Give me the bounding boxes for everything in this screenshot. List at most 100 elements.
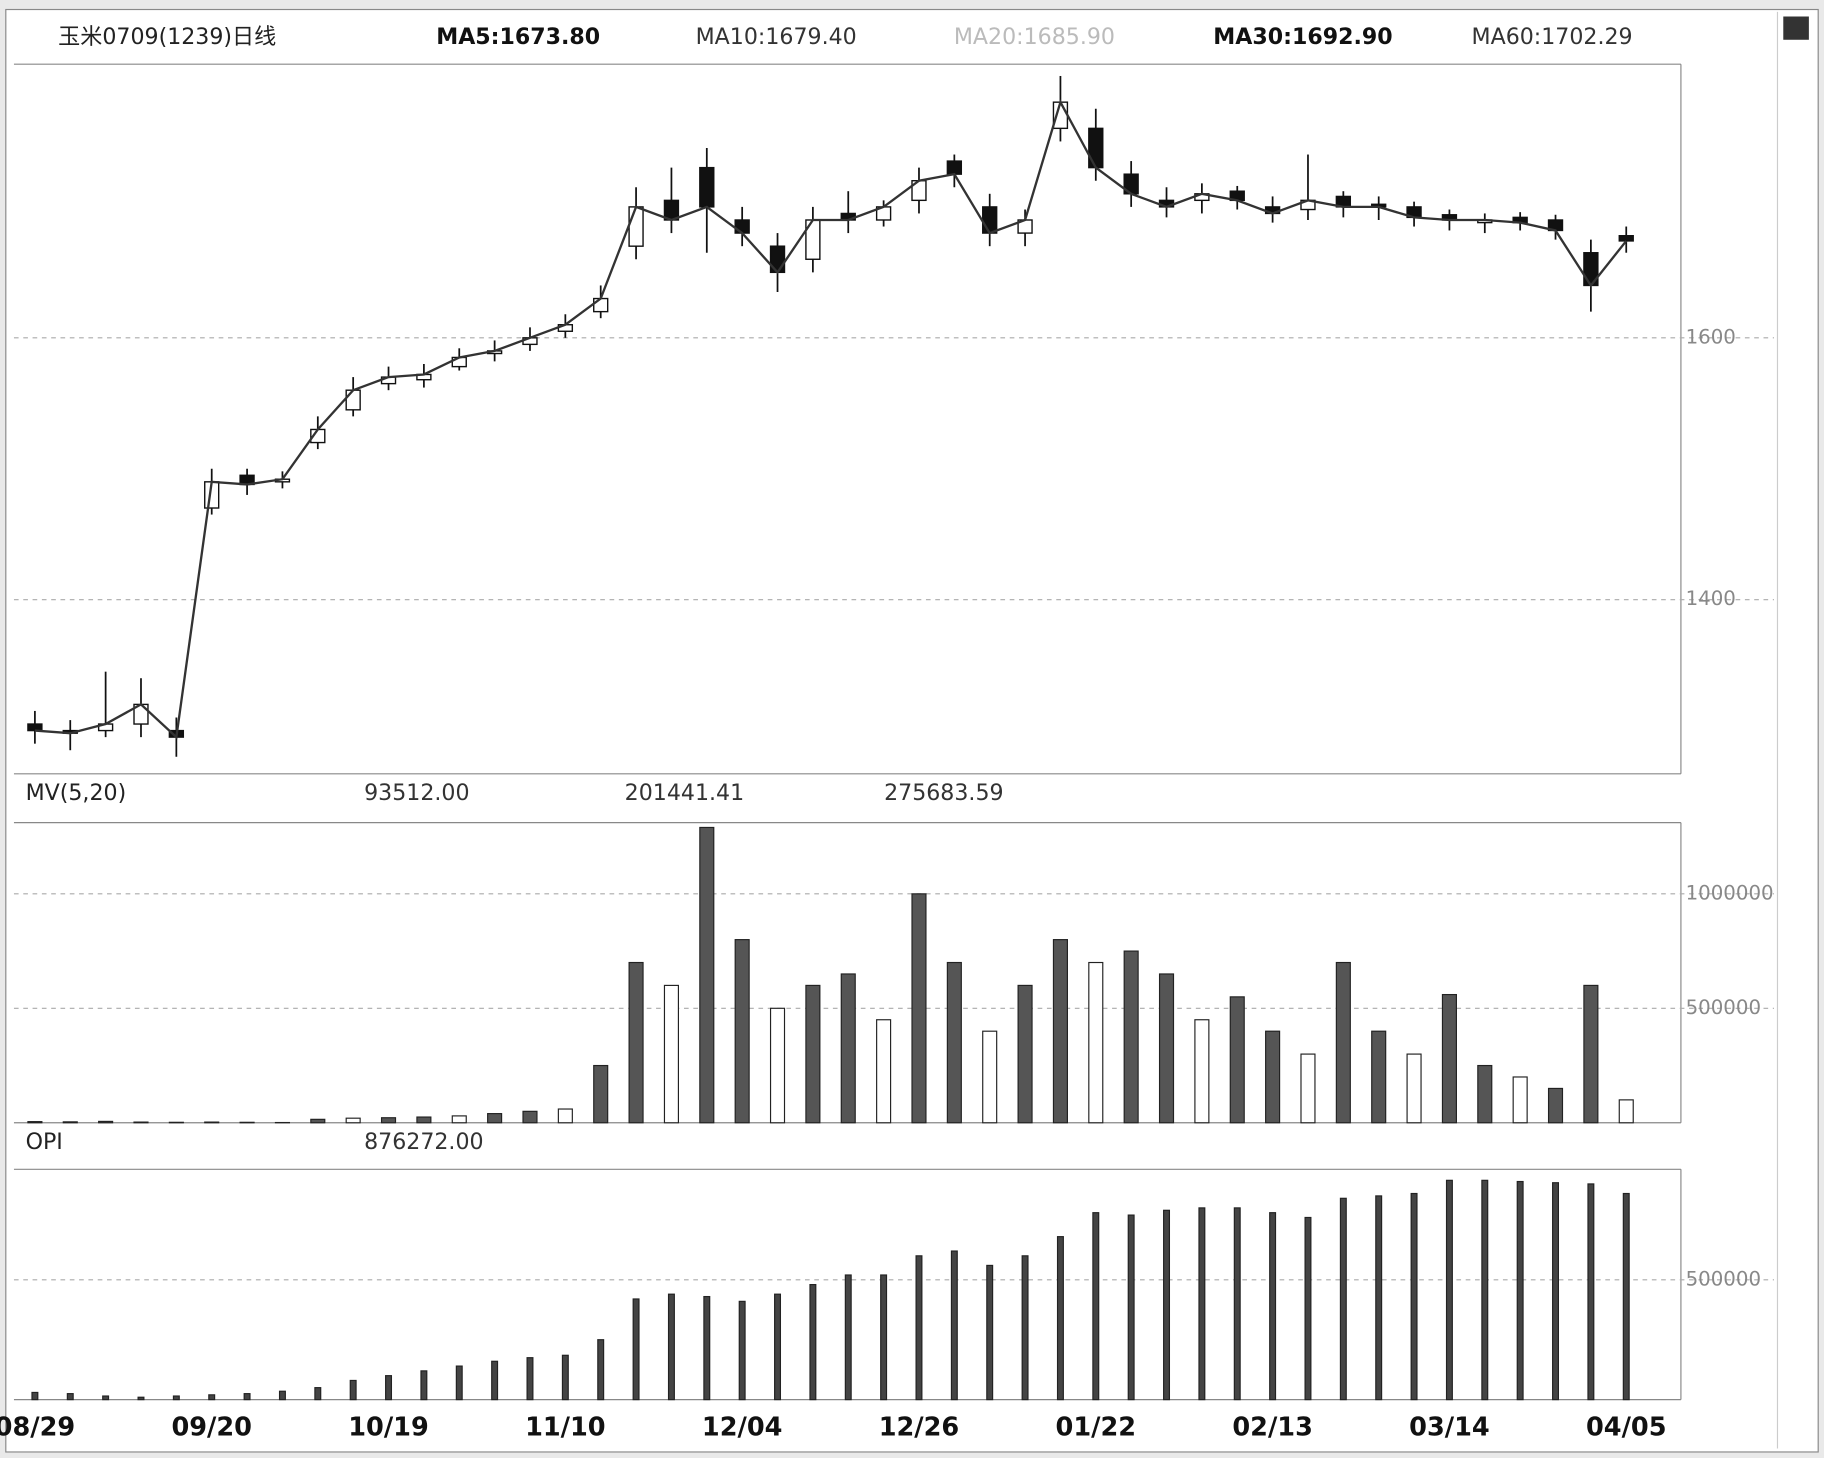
bar [98,1120,114,1124]
bar [172,1395,180,1401]
corner-box[interactable] [1783,16,1809,40]
bar [667,1293,675,1401]
x-tick-label: 12/04 [702,1413,783,1443]
bar [703,1295,711,1401]
window-frame [5,8,1819,1453]
bar [314,1387,322,1401]
panel-title: OPI [26,1129,63,1155]
bar [1123,950,1139,1124]
bar [416,1116,432,1124]
bar [1516,1180,1524,1401]
bar [1198,1207,1206,1401]
header-value: 876272.00 [364,1129,483,1155]
bar [420,1370,428,1401]
bar [1547,1087,1564,1124]
bar [204,1121,220,1124]
bar [561,1354,569,1401]
candle-body [593,297,609,313]
bar [1410,1192,1418,1401]
bar [1056,1236,1064,1401]
x-tick-label: 04/05 [1586,1413,1667,1443]
bar [876,1019,892,1124]
header-value: MA60:1702.29 [1472,24,1633,50]
candle-body [345,389,361,411]
bar [946,961,962,1124]
bar [880,1274,888,1401]
bar [769,1007,786,1124]
bar [1481,1179,1489,1401]
bar [380,1117,397,1124]
bar [774,1293,782,1401]
bar [1445,1179,1453,1401]
bar [1088,961,1104,1124]
y-tick-label: 1600 [1686,325,1736,348]
bar [1477,1064,1493,1124]
header-value: 275683.59 [884,780,1003,806]
candle-body [699,166,715,208]
header-value: 93512.00 [364,780,469,806]
bar [487,1113,503,1124]
bar [1618,1099,1634,1124]
bar [986,1264,994,1401]
bar [734,939,750,1124]
bar [1512,1076,1528,1124]
bar [805,984,821,1124]
bar [491,1360,499,1401]
bar [1583,984,1599,1124]
bar [557,1108,573,1124]
bar [628,961,644,1124]
y-tick-label: 1400 [1686,587,1736,610]
x-tick-label: 12/26 [879,1413,960,1443]
bar [840,973,856,1124]
bar [1127,1214,1135,1401]
bar [1304,1216,1312,1401]
bar [593,1064,609,1124]
bar [1300,1053,1316,1124]
bar [349,1379,357,1401]
bar [597,1339,605,1401]
bar [310,1118,326,1124]
bar [982,1030,998,1124]
x-tick-label: 03/14 [1409,1413,1490,1443]
x-tick-label: 09/20 [171,1413,252,1443]
bar [1233,1207,1241,1401]
bar [915,1255,923,1401]
bar [699,826,715,1124]
bar [1163,1209,1171,1401]
bar [27,1121,43,1124]
header-value: 201441.41 [625,780,744,806]
bar [1017,984,1033,1124]
header-value: MA10:1679.40 [696,24,857,50]
x-tick-label: 02/13 [1232,1413,1313,1443]
bar [455,1365,463,1401]
bar [632,1298,640,1401]
x-tick-label: 10/19 [348,1413,429,1443]
bar [950,1250,958,1401]
bar [809,1283,817,1401]
candle-body [1088,127,1104,169]
bar [137,1396,145,1401]
header-value: MA20:1685.90 [954,24,1115,50]
bar [1194,1019,1210,1124]
x-tick-label: 11/10 [525,1413,606,1443]
candle-body [946,160,963,175]
bar [526,1357,534,1401]
x-tick-label: 08/29 [0,1413,75,1443]
bar [1021,1255,1029,1401]
candle-body [628,206,644,247]
bar [522,1110,538,1124]
y-tick-label: 500000 [1686,1267,1761,1290]
bar [1406,1053,1422,1124]
x-tick-label: 01/22 [1056,1413,1137,1443]
bar [31,1391,39,1401]
bar [243,1393,251,1401]
header-value: MA5:1673.80 [436,24,600,50]
close-line [34,99,1628,740]
candle-body [27,723,43,732]
bar [133,1121,149,1124]
panel-title: MV(5,20) [26,780,127,806]
bar [62,1121,78,1124]
bar [1335,961,1351,1124]
candle-body [1618,235,1634,242]
